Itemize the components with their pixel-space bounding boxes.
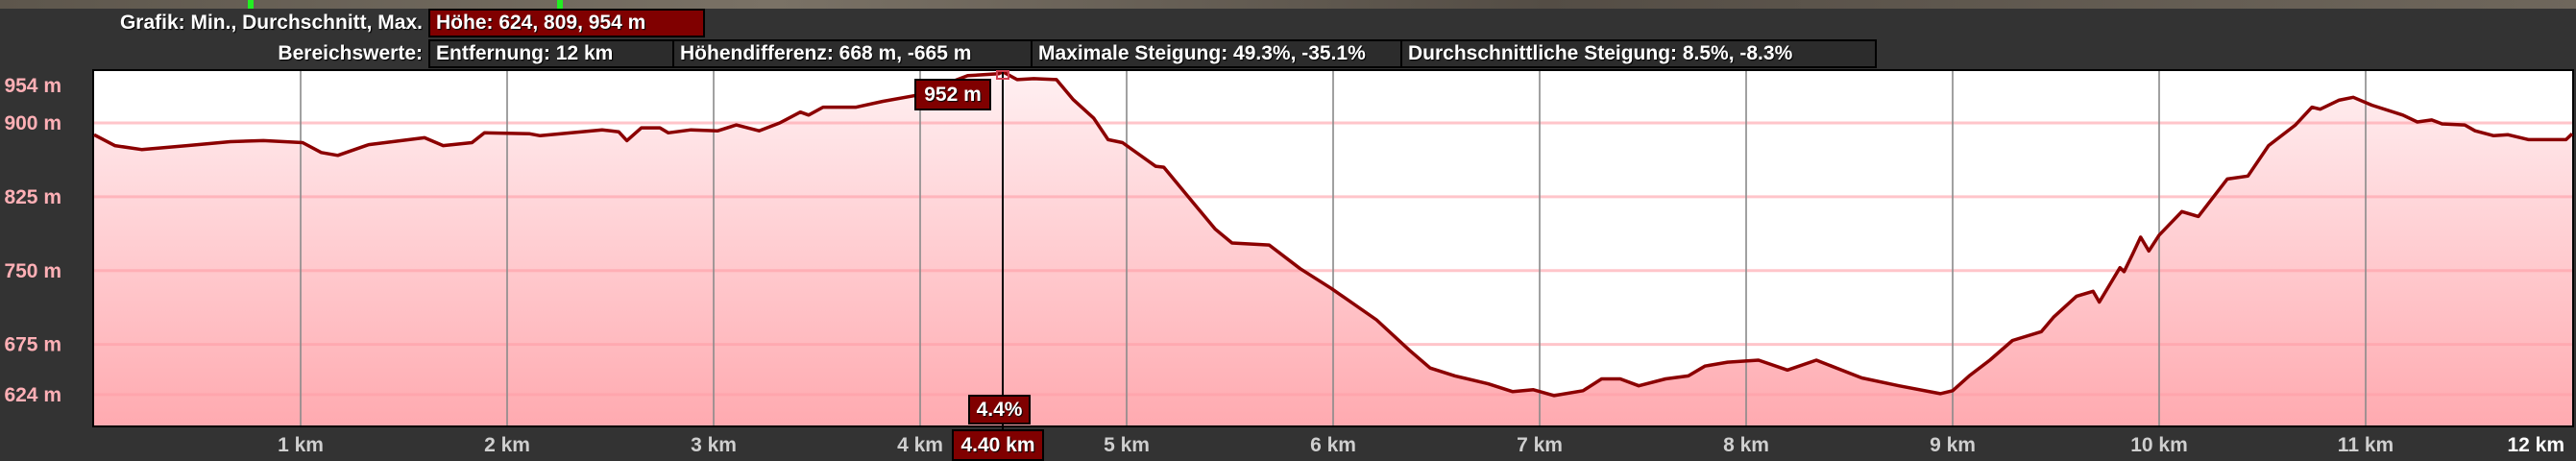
x-tick-label: 4 km — [897, 434, 943, 456]
x-tick-label: 2 km — [484, 434, 530, 456]
graph-label: Grafik: Min., Durchschnitt, Max. — [119, 12, 423, 34]
x-tick-label: 7 km — [1517, 434, 1563, 456]
elevation-difference-box: Höhendifferenz: 668 m, -665 m — [672, 39, 1033, 68]
y-tick-label: 675 m — [4, 334, 61, 356]
cursor-marker — [996, 70, 1009, 80]
map-strip — [0, 0, 2576, 9]
x-tick-label: 5 km — [1104, 434, 1150, 456]
track-marker — [248, 0, 254, 9]
track-marker — [557, 0, 563, 9]
x-tick-label: 10 km — [2130, 434, 2188, 456]
y-tick-label: 900 m — [4, 112, 61, 134]
avg-grade-box: Durchschnittliche Steigung: 8.5%, -8.3% — [1400, 39, 1877, 68]
elevation-stats-box: Höhe: 624, 809, 954 m — [428, 9, 705, 37]
x-tick-label: 8 km — [1723, 434, 1769, 456]
x-tick-label: 11 km — [2338, 434, 2394, 456]
range-label: Bereichswerte: — [278, 42, 423, 64]
elevation-line — [93, 69, 2574, 398]
y-tick-label: 954 m — [4, 75, 61, 97]
max-grade-box: Maximale Steigung: 49.3%, -35.1% — [1031, 39, 1402, 68]
cursor-grade-label: 4.4% — [968, 395, 1031, 425]
y-tick-label: 825 m — [4, 186, 61, 208]
y-tick-label: 750 m — [4, 260, 61, 282]
cursor-distance-label: 4.40 km — [952, 429, 1044, 461]
x-tick-label: 6 km — [1310, 434, 1356, 456]
x-tick-label: 9 km — [1930, 434, 1976, 456]
y-tick-label: 624 m — [4, 384, 61, 406]
x-tick-label: 1 km — [278, 434, 324, 456]
x-tick-label: 12 km — [2507, 434, 2564, 456]
x-tick-label: 3 km — [691, 434, 737, 456]
cursor-elevation-label: 952 m — [914, 79, 991, 110]
